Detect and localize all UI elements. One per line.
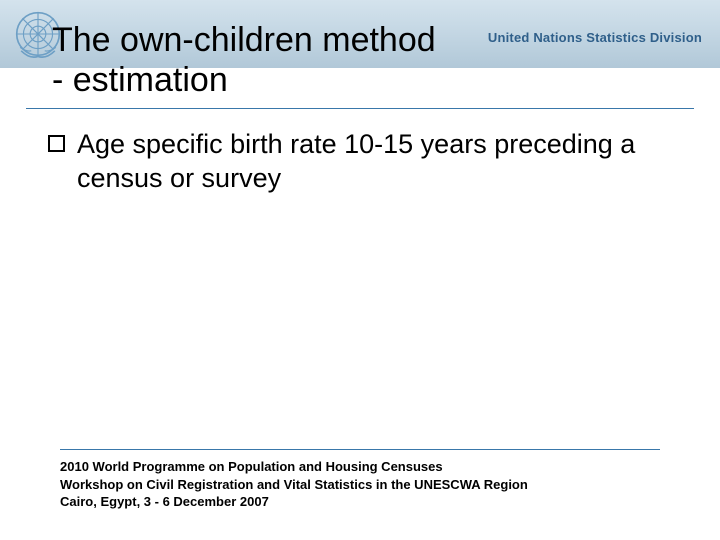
slide-title: The own-children method - estimation <box>52 20 436 100</box>
square-bullet-icon <box>48 135 65 152</box>
bullet-text: Age specific birth rate 10-15 years prec… <box>77 128 672 196</box>
title-line-1: The own-children method <box>52 21 436 59</box>
content-area: Age specific birth rate 10-15 years prec… <box>48 128 672 196</box>
footer-line-2: Workshop on Civil Registration and Vital… <box>60 476 660 494</box>
title-line-2: - estimation <box>52 61 228 99</box>
footer-line-3: Cairo, Egypt, 3 - 6 December 2007 <box>60 493 660 511</box>
slide: United Nations Statistics Division The o… <box>0 0 720 540</box>
footer-divider <box>60 449 660 450</box>
footer: 2010 World Programme on Population and H… <box>60 458 660 511</box>
bullet-item: Age specific birth rate 10-15 years prec… <box>48 128 672 196</box>
branding-text: United Nations Statistics Division <box>488 30 702 45</box>
title-divider <box>26 108 694 109</box>
footer-line-1: 2010 World Programme on Population and H… <box>60 458 660 476</box>
